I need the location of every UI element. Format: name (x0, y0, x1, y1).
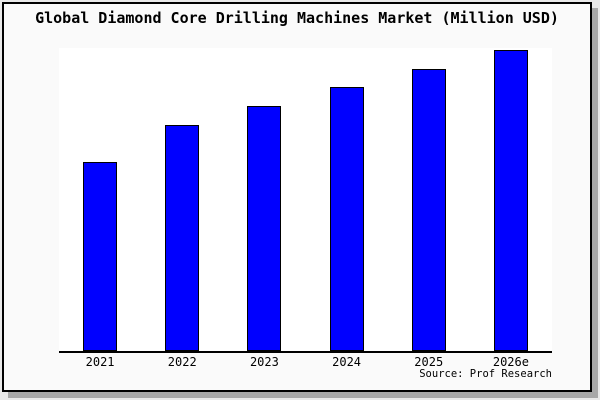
chart-figure: Global Diamond Core Drilling Machines Ma… (2, 2, 592, 392)
source-note: Source: Prof Research (419, 368, 552, 380)
x-tick-label-2023: 2023 (249, 355, 279, 369)
chart-title: Global Diamond Core Drilling Machines Ma… (35, 9, 559, 27)
plot-area (59, 48, 552, 353)
x-tick-label-2026e: 2026e (492, 355, 529, 369)
x-axis-tick-labels: 2021 2022 2023 2024 2025 2026e (59, 355, 552, 369)
x-tick-label-2025: 2025 (414, 355, 444, 369)
x-tick-label-2021: 2021 (85, 355, 115, 369)
x-tick-label-2022: 2022 (167, 355, 197, 369)
bar-2022 (165, 125, 200, 351)
bar-2021 (83, 162, 118, 351)
bar-2024 (329, 87, 364, 351)
bar-2025 (411, 69, 446, 351)
bar-2023 (247, 106, 282, 351)
x-tick-label-2024: 2024 (332, 355, 362, 369)
bar-2026e (493, 50, 528, 351)
bars-container (59, 48, 552, 351)
